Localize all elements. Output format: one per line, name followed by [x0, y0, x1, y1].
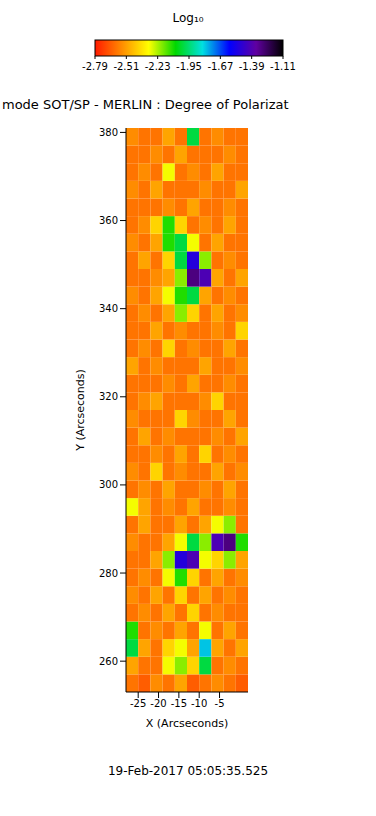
svg-text:-20: -20 [150, 698, 166, 709]
svg-text:260: 260 [99, 656, 118, 667]
svg-text:-1.67: -1.67 [207, 61, 233, 72]
svg-text:-1.95: -1.95 [176, 61, 202, 72]
svg-text:-1.39: -1.39 [239, 61, 265, 72]
svg-text:X (Arcseconds): X (Arcseconds) [146, 717, 228, 730]
svg-text:320: 320 [99, 391, 118, 402]
svg-text:-15: -15 [171, 698, 187, 709]
svg-text:Y (Arcseconds): Y (Arcseconds) [74, 369, 87, 452]
svg-text:-10: -10 [191, 698, 207, 709]
svg-text:380: 380 [99, 127, 118, 138]
svg-text:19-Feb-2017 05:05:35.525: 19-Feb-2017 05:05:35.525 [108, 764, 268, 778]
svg-text:mode SOT/SP - MERLIN : Degree: mode SOT/SP - MERLIN : Degree of Polariz… [2, 97, 289, 112]
svg-text:-2.51: -2.51 [113, 61, 139, 72]
svg-text:-5: -5 [215, 698, 225, 709]
svg-text:-2.23: -2.23 [145, 61, 171, 72]
svg-text:-1.11: -1.11 [270, 61, 296, 72]
svg-text:-25: -25 [130, 698, 146, 709]
svg-text:300: 300 [99, 479, 118, 490]
svg-text:340: 340 [99, 303, 118, 314]
svg-text:-2.79: -2.79 [82, 61, 108, 72]
svg-text:280: 280 [99, 568, 118, 579]
svg-text:360: 360 [99, 215, 118, 226]
svg-text:Log₁₀: Log₁₀ [172, 11, 203, 25]
